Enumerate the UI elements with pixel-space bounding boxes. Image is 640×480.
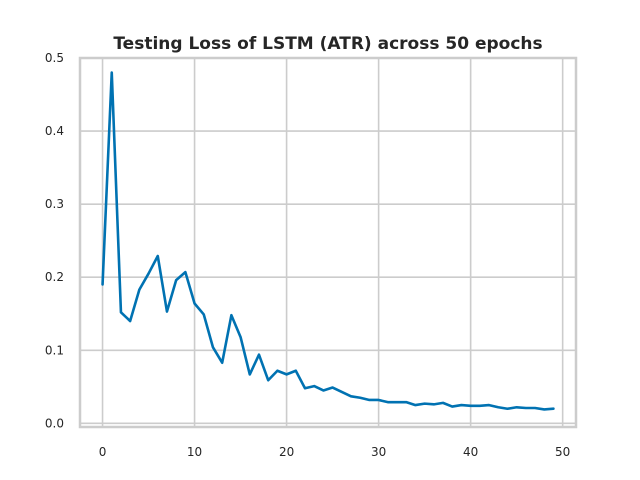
y-tick-label: 0.1 bbox=[45, 343, 64, 357]
x-tick-label: 40 bbox=[463, 445, 478, 459]
y-axis-ticks: 0.0 0.1 0.2 0.3 0.4 0.5 bbox=[45, 51, 64, 430]
series-group bbox=[101, 71, 555, 411]
y-tick-label: 0.3 bbox=[45, 197, 64, 211]
x-tick-label: 10 bbox=[187, 445, 202, 459]
y-tick-label: 0.0 bbox=[45, 416, 64, 430]
y-tick-label: 0.5 bbox=[45, 51, 64, 65]
x-tick-label: 50 bbox=[555, 445, 570, 459]
x-tick-label: 0 bbox=[99, 445, 107, 459]
grid bbox=[80, 57, 576, 427]
y-tick-label: 0.4 bbox=[45, 124, 64, 138]
y-tick-label: 0.2 bbox=[45, 270, 64, 284]
x-tick-label: 30 bbox=[371, 445, 386, 459]
plot-frame bbox=[78, 56, 578, 429]
chart-title: Testing Loss of LSTM (ATR) across 50 epo… bbox=[113, 34, 542, 54]
series-line bbox=[101, 71, 555, 411]
x-tick-label: 20 bbox=[279, 445, 294, 459]
x-axis-ticks: 0 10 20 30 40 50 bbox=[99, 445, 571, 459]
